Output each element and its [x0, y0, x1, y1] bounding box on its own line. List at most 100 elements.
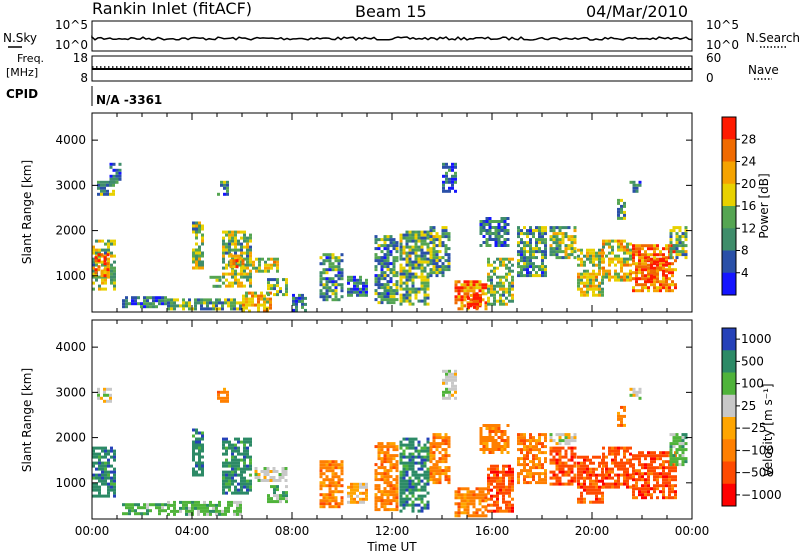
- range-gate-cell: [503, 226, 507, 229]
- range-gate-cell: [246, 260, 249, 264]
- range-gate-cell: [227, 506, 230, 510]
- range-gate-cell: [234, 275, 237, 279]
- range-gate-cell: [653, 253, 656, 257]
- range-gate-cell: [605, 461, 608, 465]
- range-gate-cell: [684, 442, 688, 446]
- range-gate-cell: [598, 287, 601, 291]
- x-tick-label: 00:00: [675, 524, 710, 538]
- range-gate-cell: [233, 304, 236, 308]
- range-gate-cell: [429, 271, 433, 275]
- range-gate-cell: [374, 277, 378, 281]
- range-gate-cell: [517, 271, 520, 275]
- range-gate-cell: [598, 281, 601, 285]
- range-gate-cell: [285, 497, 288, 501]
- range-gate-cell: [92, 245, 95, 249]
- range-gate-cell: [279, 500, 282, 504]
- colorbar-tick-label: −1000: [741, 488, 782, 502]
- range-gate-cell: [555, 476, 559, 480]
- range-gate-cell: [222, 272, 225, 276]
- range-gate-cell: [487, 473, 490, 477]
- range-gate-cell: [405, 236, 409, 240]
- range-gate-cell: [408, 479, 412, 483]
- range-gate-cell: [641, 484, 644, 488]
- range-gate-cell: [337, 271, 341, 275]
- range-gate-cell: [395, 478, 399, 482]
- range-gate-cell: [567, 235, 571, 239]
- range-gate-cell: [228, 443, 231, 447]
- range-gate-cell: [140, 512, 143, 516]
- range-gate-cell: [380, 460, 384, 464]
- range-gate-cell: [113, 494, 116, 498]
- range-gate-cell: [131, 296, 134, 300]
- range-gate-cell: [675, 232, 679, 236]
- range-gate-cell: [499, 488, 502, 492]
- range-gate-cell: [212, 509, 215, 513]
- range-gate-cell: [592, 470, 595, 474]
- data-region: [517, 226, 547, 278]
- range-gate-cell: [641, 466, 644, 470]
- range-gate-cell: [417, 239, 421, 243]
- range-gate-cell: [377, 280, 381, 284]
- range-gate-cell: [432, 244, 436, 248]
- range-gate-cell: [552, 226, 556, 230]
- range-gate-cell: [221, 509, 224, 513]
- range-gate-cell: [497, 226, 501, 229]
- range-gate-cell: [227, 509, 230, 513]
- range-gate-cell: [125, 302, 128, 306]
- range-gate-cell: [435, 262, 439, 266]
- range-gate-cell: [475, 487, 479, 491]
- range-gate-cell: [234, 443, 237, 447]
- range-gate-cell: [347, 281, 350, 285]
- range-gate-cell: [261, 269, 264, 273]
- range-gate-cell: [653, 484, 656, 488]
- range-gate-cell: [231, 449, 234, 453]
- range-gate-cell: [506, 244, 510, 247]
- range-gate-cell: [626, 473, 629, 477]
- range-gate-cell: [222, 275, 225, 279]
- range-gate-cell: [644, 472, 647, 476]
- range-gate-cell: [641, 244, 644, 248]
- range-gate-cell: [95, 494, 98, 498]
- range-gate-cell: [586, 272, 589, 276]
- range-gate-cell: [472, 511, 476, 515]
- range-gate-cell: [570, 470, 574, 474]
- range-gate-cell: [350, 491, 353, 495]
- freq-label: Freq.: [17, 52, 44, 65]
- range-gate-cell: [448, 180, 451, 184]
- range-gate-cell: [222, 479, 225, 483]
- range-gate-cell: [520, 469, 523, 473]
- range-gate-cell: [281, 476, 285, 479]
- range-gate-cell: [647, 451, 650, 455]
- range-gate-cell: [487, 467, 490, 471]
- range-gate-cell: [383, 454, 387, 458]
- range-gate-cell: [438, 460, 442, 464]
- range-gate-cell: [632, 466, 635, 470]
- range-gate-cell: [414, 266, 418, 270]
- range-gate-cell: [496, 479, 499, 483]
- range-gate-cell: [420, 500, 424, 504]
- range-gate-cell: [228, 485, 231, 489]
- range-gate-cell: [215, 506, 218, 510]
- range-gate-cell: [647, 253, 650, 257]
- range-gate-cell: [511, 467, 514, 471]
- range-gate-cell: [198, 263, 201, 267]
- range-gate-cell: [237, 284, 240, 288]
- range-gate-cell: [103, 180, 106, 184]
- range-gate-cell: [656, 466, 659, 470]
- range-gate-cell: [586, 251, 589, 255]
- range-gate-cell: [167, 506, 170, 510]
- range-gate-cell: [520, 256, 523, 260]
- range-gate-cell: [435, 466, 439, 470]
- range-gate-cell: [237, 242, 240, 246]
- range-gate-cell: [485, 424, 489, 427]
- range-gate-cell: [374, 487, 378, 491]
- range-gate-cell: [479, 299, 482, 303]
- range-gate-cell: [623, 467, 626, 471]
- data-region: [629, 180, 642, 193]
- range-gate-cell: [529, 472, 532, 476]
- range-gate-cell: [544, 256, 547, 260]
- data-region: [94, 253, 110, 278]
- range-gate-cell: [681, 448, 685, 452]
- range-gate-cell: [482, 229, 486, 232]
- range-gate-cell: [331, 253, 335, 257]
